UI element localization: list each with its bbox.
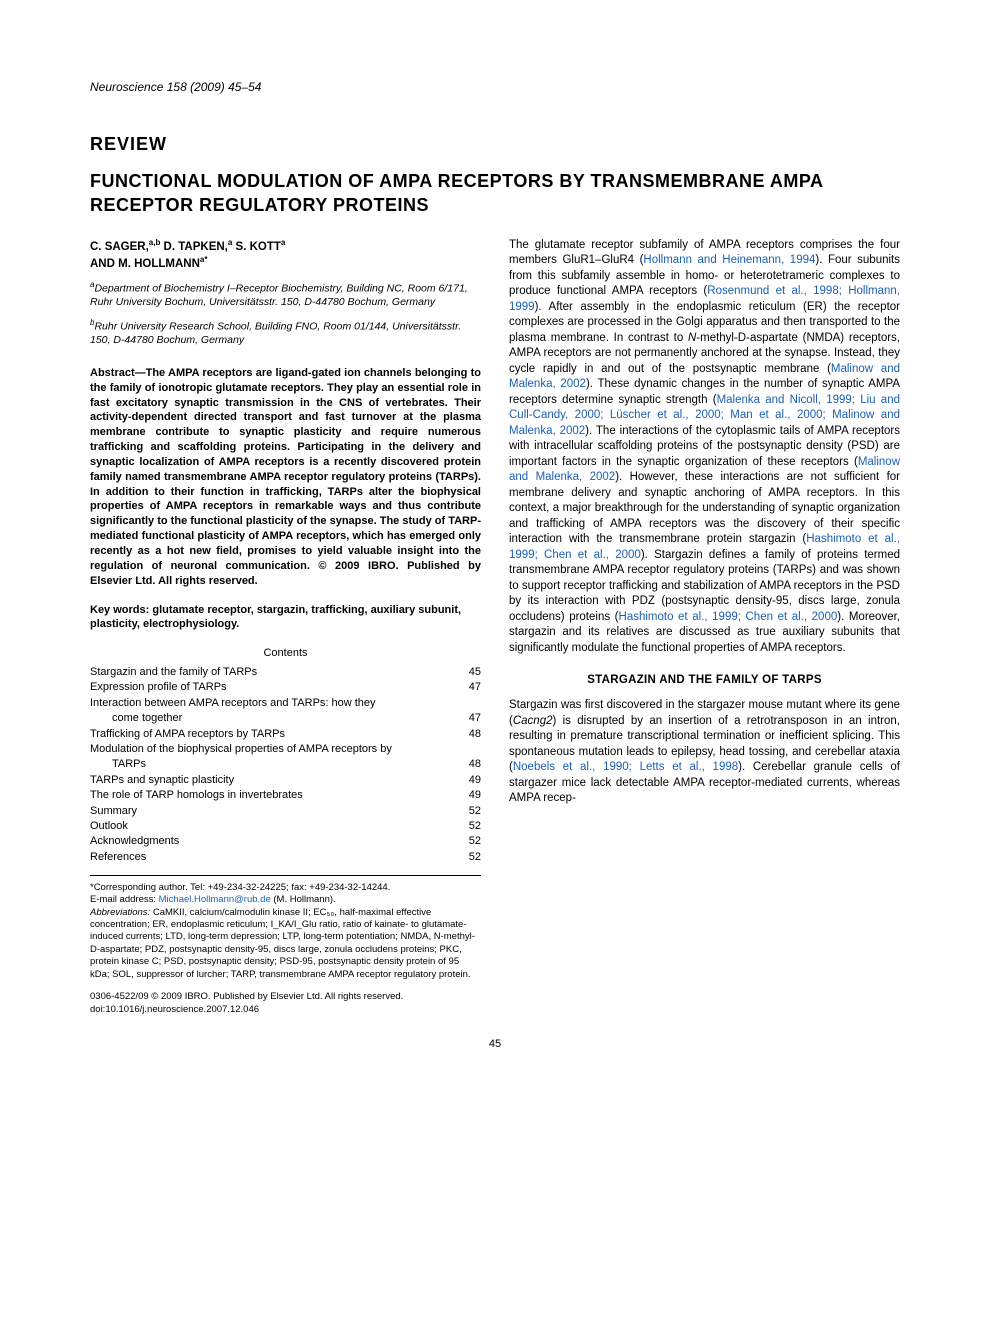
toc-page: 52 bbox=[455, 850, 481, 865]
two-column-layout: C. SAGER,a,b D. TAPKEN,a S. KOTTa AND M.… bbox=[90, 238, 900, 1017]
contents-heading: Contents bbox=[90, 646, 481, 661]
article-title: FUNCTIONAL MODULATION OF AMPA RECEPTORS … bbox=[90, 169, 900, 218]
author-list: C. SAGER,a,b D. TAPKEN,a S. KOTTa AND M.… bbox=[90, 238, 481, 273]
toc-row: Outlook52 bbox=[90, 819, 481, 834]
left-column: C. SAGER,a,b D. TAPKEN,a S. KOTTa AND M.… bbox=[90, 238, 481, 1017]
toc-page: 47 bbox=[455, 680, 481, 695]
toc-page: 49 bbox=[455, 788, 481, 803]
keywords: Key words: glutamate receptor, stargazin… bbox=[90, 603, 481, 633]
toc-label: Modulation of the biophysical properties… bbox=[90, 742, 455, 757]
citation-link[interactable]: Noebels et al., 1990; Letts et al., 1998 bbox=[513, 761, 738, 773]
toc-row: Modulation of the biophysical properties… bbox=[90, 742, 481, 757]
affiliation-a: aDepartment of Biochemistry I–Receptor B… bbox=[90, 280, 481, 310]
toc-page bbox=[455, 696, 481, 711]
right-column: The glutamate receptor subfamily of AMPA… bbox=[509, 238, 900, 1017]
toc-page: 52 bbox=[455, 819, 481, 834]
toc-label: Stargazin and the family of TARPs bbox=[90, 665, 455, 680]
toc-label: TARPs bbox=[90, 757, 455, 772]
journal-issue: 158 (2009) 45–54 bbox=[167, 80, 262, 94]
toc-label: come together bbox=[90, 711, 455, 726]
toc-page: 47 bbox=[455, 711, 481, 726]
doi-line: doi:10.1016/j.neuroscience.2007.12.046 bbox=[90, 1004, 481, 1017]
email-link[interactable]: Michael.Hollmann@rub.de bbox=[159, 894, 271, 905]
toc-label: Trafficking of AMPA receptors by TARPs bbox=[90, 727, 455, 742]
toc-row: come together47 bbox=[90, 711, 481, 726]
toc-label: References bbox=[90, 850, 455, 865]
toc-row: Stargazin and the family of TARPs45 bbox=[90, 665, 481, 680]
affiliation-b: bRuhr University Research School, Buildi… bbox=[90, 318, 481, 348]
review-label: REVIEW bbox=[90, 134, 900, 155]
toc-page bbox=[455, 742, 481, 757]
toc-row: Trafficking of AMPA receptors by TARPs48 bbox=[90, 727, 481, 742]
copyright-line: 0306-4522/09 © 2009 IBRO. Published by E… bbox=[90, 991, 481, 1004]
abbreviations-note: Abbreviations: CaMKII, calcium/calmoduli… bbox=[90, 907, 481, 981]
corresponding-author-note: *Corresponding author. Tel: +49-234-32-2… bbox=[90, 882, 481, 907]
toc-row: Acknowledgments52 bbox=[90, 834, 481, 849]
toc-label: TARPs and synaptic plasticity bbox=[90, 773, 455, 788]
table-of-contents: Stargazin and the family of TARPs45Expre… bbox=[90, 665, 481, 865]
toc-row: TARPs and synaptic plasticity49 bbox=[90, 773, 481, 788]
toc-page: 48 bbox=[455, 727, 481, 742]
citation-link[interactable]: Hollmann and Heinemann, 1994 bbox=[643, 254, 815, 266]
citation-link[interactable]: Hashimoto et al., 1999; Chen et al., 200… bbox=[619, 611, 838, 623]
section1-paragraph: Stargazin was first discovered in the st… bbox=[509, 698, 900, 807]
toc-label: Acknowledgments bbox=[90, 834, 455, 849]
toc-label: Outlook bbox=[90, 819, 455, 834]
section-heading-stargazin: STARGAZIN AND THE FAMILY OF TARPS bbox=[509, 673, 900, 689]
abstract-text: Abstract—The AMPA receptors are ligand-g… bbox=[90, 366, 481, 589]
footnote-rule bbox=[90, 875, 481, 876]
toc-page: 48 bbox=[455, 757, 481, 772]
journal-name: Neuroscience bbox=[90, 80, 163, 94]
toc-row: Summary52 bbox=[90, 804, 481, 819]
page-number: 45 bbox=[90, 1038, 900, 1050]
toc-label: Summary bbox=[90, 804, 455, 819]
toc-page: 49 bbox=[455, 773, 481, 788]
journal-citation: Neuroscience 158 (2009) 45–54 bbox=[90, 80, 900, 94]
page-root: Neuroscience 158 (2009) 45–54 REVIEW FUN… bbox=[0, 0, 990, 1090]
intro-paragraph: The glutamate receptor subfamily of AMPA… bbox=[509, 238, 900, 657]
toc-label: Expression profile of TARPs bbox=[90, 680, 455, 695]
toc-row: TARPs48 bbox=[90, 757, 481, 772]
toc-page: 45 bbox=[455, 665, 481, 680]
toc-row: References52 bbox=[90, 850, 481, 865]
toc-row: Interaction between AMPA receptors and T… bbox=[90, 696, 481, 711]
toc-label: Interaction between AMPA receptors and T… bbox=[90, 696, 455, 711]
toc-label: The role of TARP homologs in invertebrat… bbox=[90, 788, 455, 803]
toc-row: The role of TARP homologs in invertebrat… bbox=[90, 788, 481, 803]
toc-page: 52 bbox=[455, 834, 481, 849]
toc-row: Expression profile of TARPs47 bbox=[90, 680, 481, 695]
toc-page: 52 bbox=[455, 804, 481, 819]
